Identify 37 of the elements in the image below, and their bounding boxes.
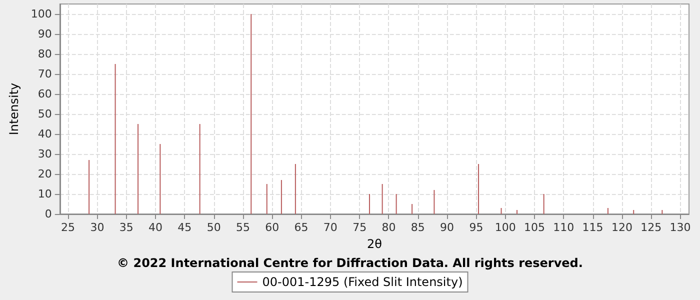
x-tick-label: 125	[640, 221, 662, 234]
x-tick-label: 40	[148, 221, 163, 234]
x-tick-label: 85	[410, 221, 425, 234]
legend-label: 00-001-1295 (Fixed Slit Intensity)	[262, 275, 463, 289]
y-tick-label: 90	[38, 28, 52, 40]
y-tick-label: 100	[30, 8, 52, 20]
y-axis-title: Intensity	[7, 82, 21, 136]
x-tick-label: 25	[61, 221, 76, 234]
x-tick-label: 105	[524, 221, 545, 234]
y-tick-label: 10	[38, 188, 52, 200]
y-tick-label: 20	[38, 168, 52, 180]
x-tick-label: 55	[236, 221, 250, 234]
x-tick-label: 65	[294, 221, 308, 234]
y-tick-label: 0	[44, 208, 52, 220]
text: © 2022 International Centre for Diffraction Data. All rights reserved.	[117, 256, 583, 270]
y-tick-label: 60	[38, 88, 52, 100]
x-tick-label: 35	[119, 221, 134, 234]
x-tick-label: 80	[382, 221, 396, 234]
x-tick-label: 70	[323, 221, 338, 234]
y-tick-label: 80	[38, 48, 52, 60]
x-tick-label: 50	[206, 221, 221, 234]
x-tick-label: 30	[90, 221, 104, 234]
x-tick-label: 60	[265, 221, 280, 234]
x-tick-label: 45	[178, 221, 192, 234]
x-tick-label: 100	[494, 221, 516, 234]
x-tick-label: 110	[553, 221, 574, 234]
x-tick-label: 130	[670, 221, 691, 234]
x-tick-label: 95	[469, 221, 484, 234]
x-tick-label: 115	[582, 221, 604, 234]
x-tick-label: 75	[352, 221, 367, 234]
y-tick-label: 50	[38, 108, 52, 120]
x-axis-title: 2θ	[366, 236, 382, 251]
y-tick-label: 70	[38, 68, 52, 80]
x-tick-label: 90	[440, 221, 454, 234]
y-tick-label: 40	[38, 128, 52, 140]
x-tick-label: 120	[611, 221, 632, 234]
y-tick-label: 30	[38, 148, 52, 160]
